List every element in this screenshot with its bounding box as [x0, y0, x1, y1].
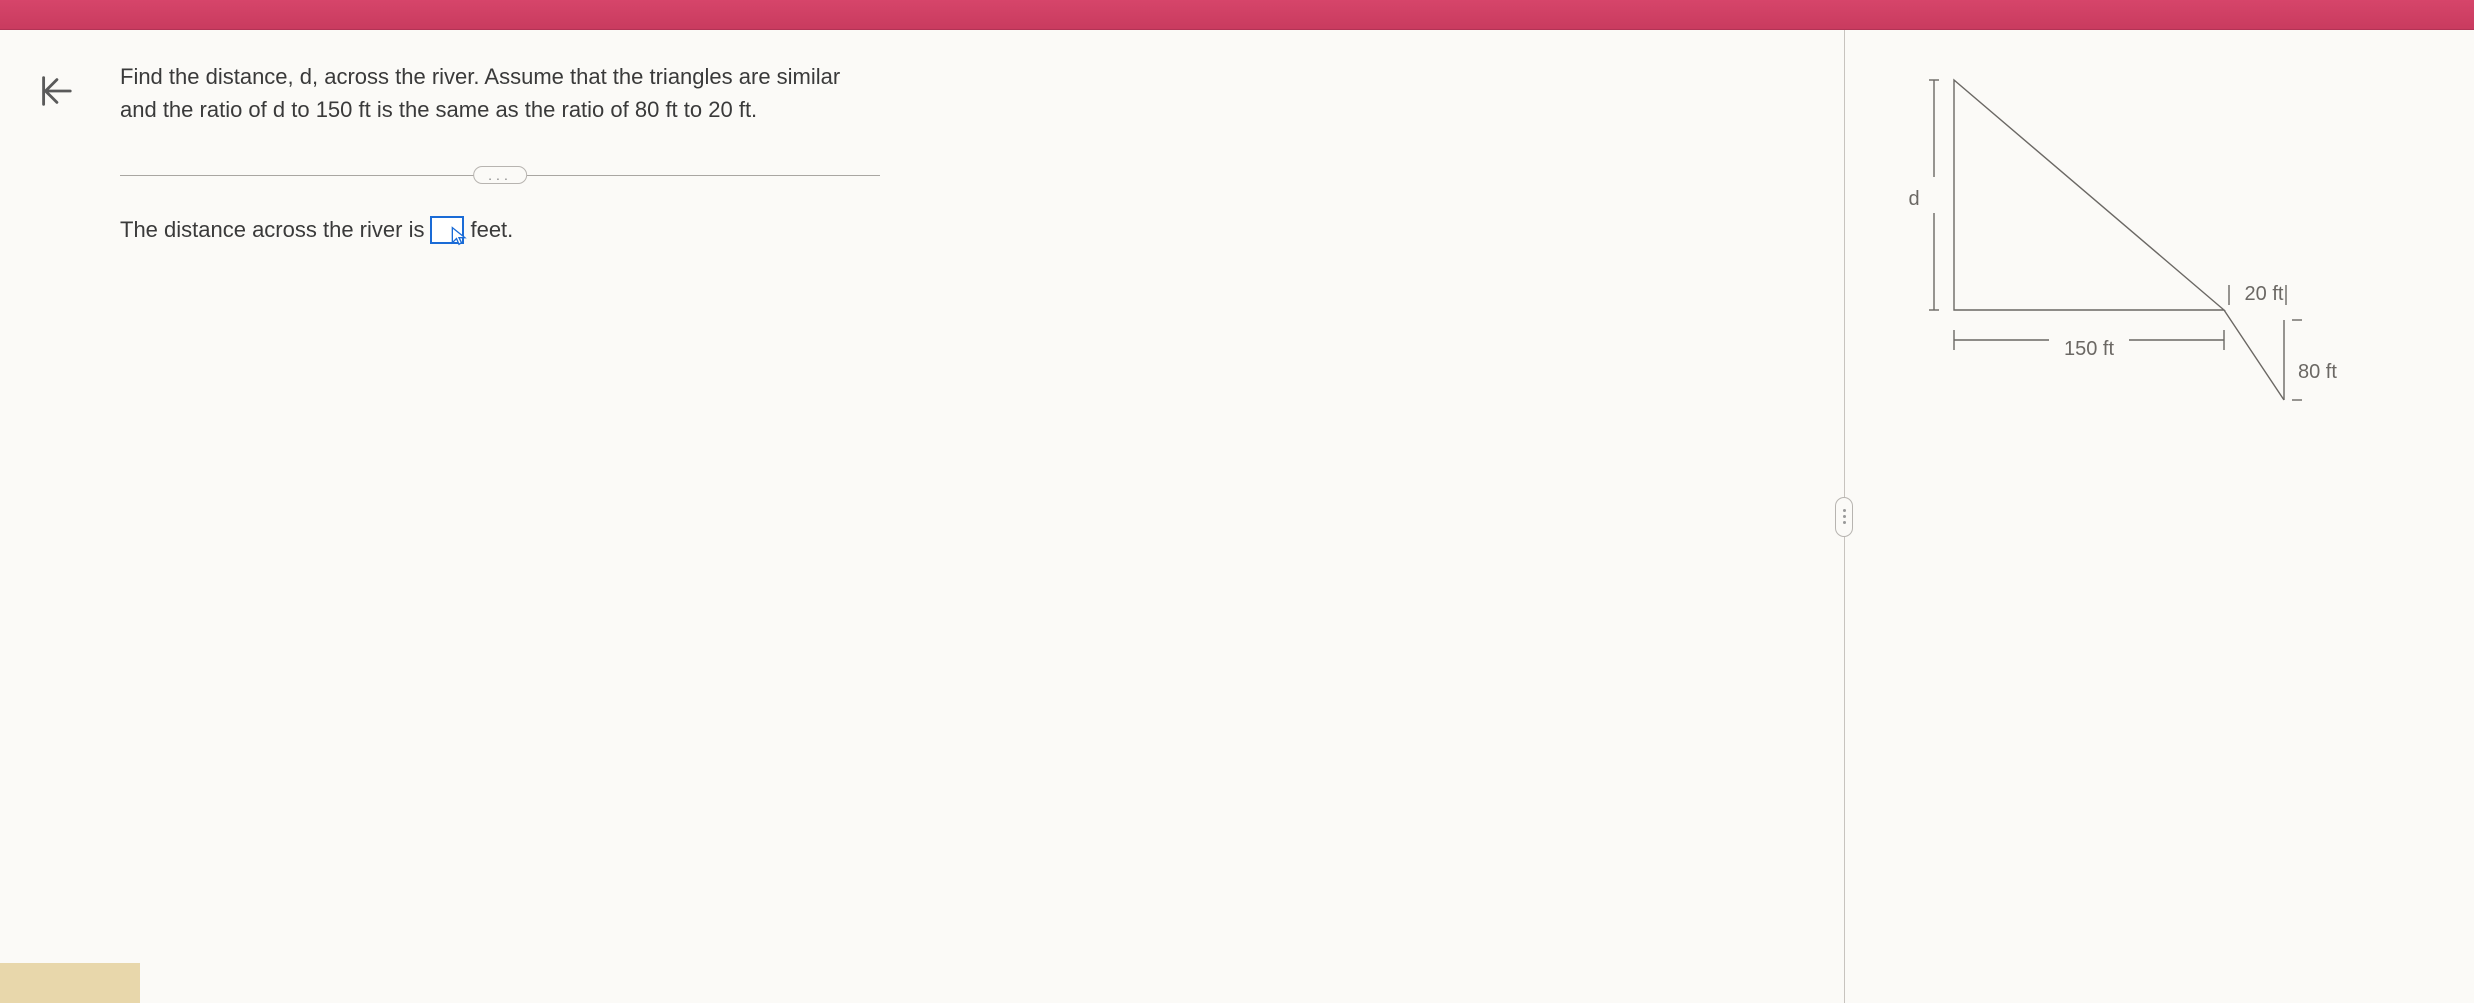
question-panel: Find the distance, d, across the river. …	[110, 30, 1834, 1003]
divider-dots: ...	[488, 167, 512, 183]
svg-text:150 ft: 150 ft	[2064, 338, 2114, 360]
handle-dot	[1843, 521, 1846, 524]
divider-handle[interactable]: ...	[473, 166, 527, 184]
top-accent-bar	[0, 0, 2474, 30]
handle-dot	[1843, 509, 1846, 512]
svg-text:80 ft: 80 ft	[2298, 361, 2337, 383]
triangle-figure: d 150 ft 20 ft 80 ft	[1894, 60, 2434, 480]
back-arrow-icon[interactable]	[36, 72, 74, 115]
question-text: Find the distance, d, across the river. …	[120, 60, 880, 126]
section-divider: ...	[120, 166, 880, 186]
splitter-handle[interactable]	[1835, 497, 1853, 537]
answer-suffix: feet.	[470, 217, 513, 243]
left-gutter	[0, 30, 110, 1003]
footer-accent	[0, 963, 140, 1003]
figure-panel: d 150 ft 20 ft 80 ft	[1854, 30, 2474, 1003]
handle-dot	[1843, 515, 1846, 518]
answer-line: The distance across the river is feet.	[120, 216, 1804, 244]
cursor-icon	[450, 226, 468, 246]
vertical-splitter[interactable]	[1834, 30, 1854, 1003]
svg-text:d: d	[1908, 188, 1919, 210]
answer-input[interactable]	[430, 216, 464, 244]
answer-prefix: The distance across the river is	[120, 217, 424, 243]
main-area: Find the distance, d, across the river. …	[0, 30, 2474, 1003]
svg-text:20 ft: 20 ft	[2245, 283, 2284, 305]
